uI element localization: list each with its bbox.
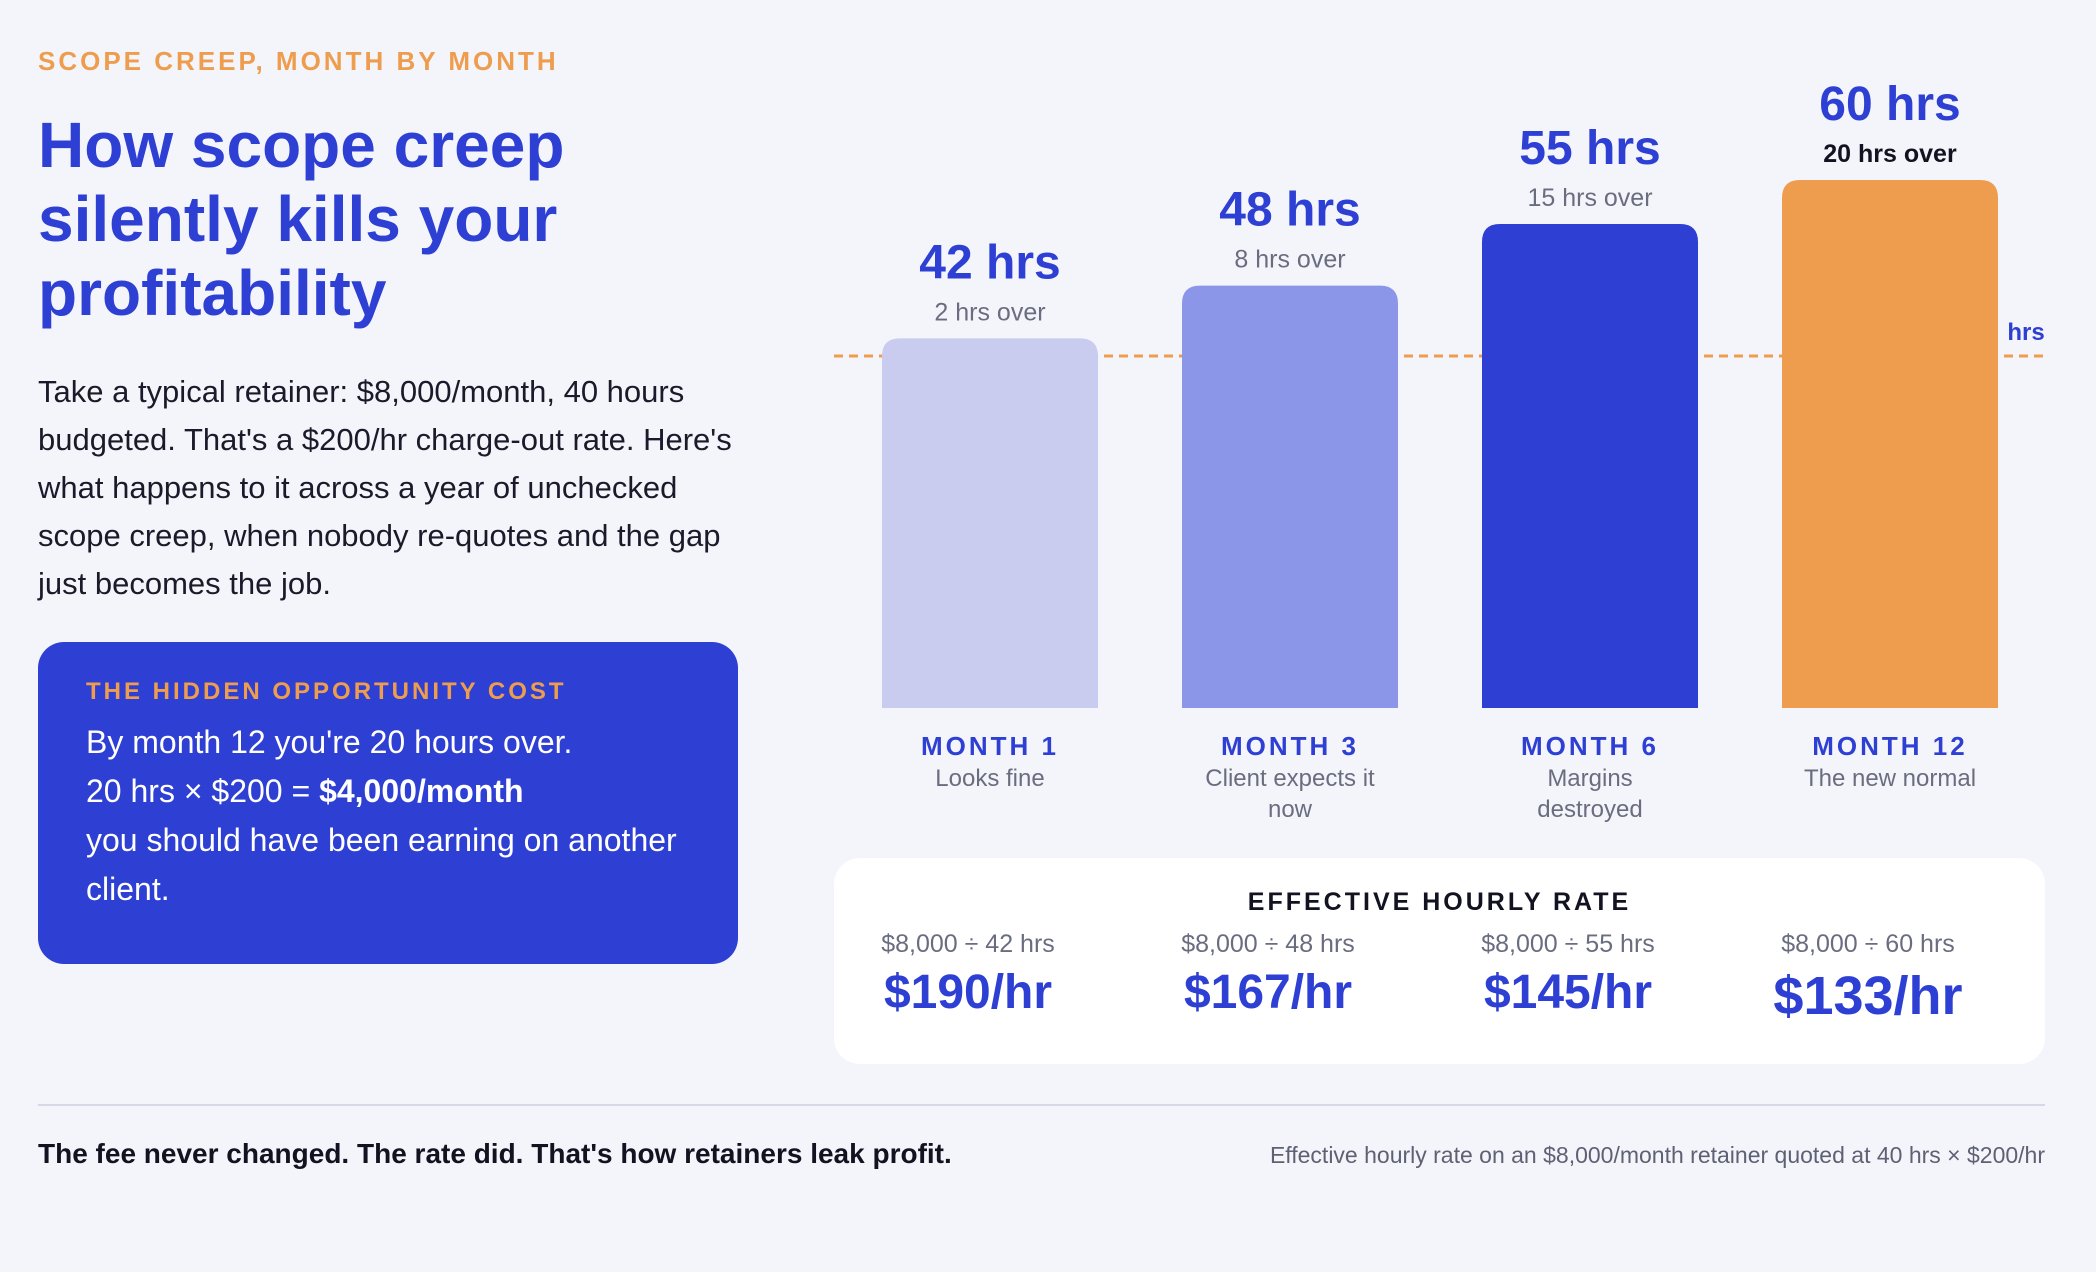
hours-bar-chart: 42 hrs 2 hrs over MONTH 1 Looks fine 48 hrs 8… bbox=[834, 78, 2045, 823]
callout-line-2-prefix: 20 hrs × $200 = bbox=[86, 773, 320, 809]
rate-formula: $8,000 ÷ 42 hrs bbox=[881, 930, 1055, 958]
bar bbox=[1482, 224, 1698, 708]
effective-rate-panel: EFFECTIVE HOURLY RATE $8,000 ÷ 42 hrs $1… bbox=[834, 858, 2045, 1064]
bar-value-label: 48 hrs bbox=[1219, 184, 1360, 237]
footer-source-note: Effective hourly rate on an $8,000/month… bbox=[1269, 1142, 2045, 1168]
footer-divider bbox=[38, 1104, 2045, 1106]
rate-value: $145/hr bbox=[1483, 966, 1653, 1019]
rate-value: $167/hr bbox=[1183, 966, 1353, 1019]
footer-takeaway: The fee never changed. The rate did. Tha… bbox=[38, 1138, 952, 1169]
rate-item: $8,000 ÷ 42 hrs $190/hr bbox=[818, 930, 1118, 1020]
bar-over-label: 2 hrs over bbox=[934, 298, 1045, 326]
rate-formula: $8,000 ÷ 48 hrs bbox=[1181, 930, 1355, 958]
callout-line-1: By month 12 you're 20 hours over. bbox=[86, 724, 573, 760]
category-label: MONTH 3 bbox=[1221, 731, 1359, 761]
bar-over-label: 15 hrs over bbox=[1527, 184, 1652, 212]
rate-formula: $8,000 ÷ 60 hrs bbox=[1781, 930, 1955, 958]
bar-over-label: 20 hrs over bbox=[1823, 140, 1957, 168]
bar-value-label: 55 hrs bbox=[1519, 122, 1660, 175]
rate-panel-title: EFFECTIVE HOURLY RATE bbox=[1247, 888, 1632, 916]
callout-line-3: you should have been earning on another … bbox=[86, 822, 677, 907]
bar-value-label: 42 hrs bbox=[919, 236, 1060, 289]
callout-line-2-amount: $4,000/month bbox=[319, 773, 524, 809]
category-sublabel: Margins bbox=[1547, 765, 1632, 792]
category-label: MONTH 12 bbox=[1812, 731, 1967, 761]
reference-line-label: hrs bbox=[2007, 319, 2044, 346]
callout-heading: THE HIDDEN OPPORTUNITY COST bbox=[86, 678, 567, 705]
category-sublabel: The new normal bbox=[1804, 765, 1976, 792]
category-sublabel: destroyed bbox=[1537, 796, 1642, 823]
page-title: How scope creep silently kills your prof… bbox=[38, 109, 565, 329]
rate-formula: $8,000 ÷ 55 hrs bbox=[1481, 930, 1655, 958]
eyebrow: SCOPE CREEP, MONTH BY MONTH bbox=[38, 46, 559, 76]
intro-paragraph: Take a typical retainer: $8,000/month, 4… bbox=[38, 374, 732, 601]
category-sublabel: now bbox=[1268, 796, 1313, 823]
bar-value-label: 60 hrs bbox=[1819, 78, 1960, 131]
rate-item: $8,000 ÷ 60 hrs $133/hr bbox=[1718, 930, 2018, 1027]
category-sublabel: Client expects it bbox=[1205, 765, 1375, 792]
rate-item: $8,000 ÷ 55 hrs $145/hr bbox=[1418, 930, 1718, 1020]
callout-body: By month 12 you're 20 hours over. 20 hrs… bbox=[86, 718, 690, 914]
rate-value: $190/hr bbox=[883, 966, 1053, 1019]
bar bbox=[1782, 180, 1998, 708]
opportunity-cost-callout: THE HIDDEN OPPORTUNITY COST By month 12 … bbox=[38, 642, 738, 964]
rate-value: $133/hr bbox=[1773, 966, 1963, 1026]
category-label: MONTH 6 bbox=[1521, 731, 1659, 761]
bar bbox=[882, 338, 1098, 708]
category-sublabel: Looks fine bbox=[935, 765, 1044, 792]
rate-item: $8,000 ÷ 48 hrs $167/hr bbox=[1118, 930, 1418, 1020]
bar-over-label: 8 hrs over bbox=[1234, 246, 1345, 274]
category-label: MONTH 1 bbox=[921, 731, 1059, 761]
bar bbox=[1182, 285, 1398, 708]
